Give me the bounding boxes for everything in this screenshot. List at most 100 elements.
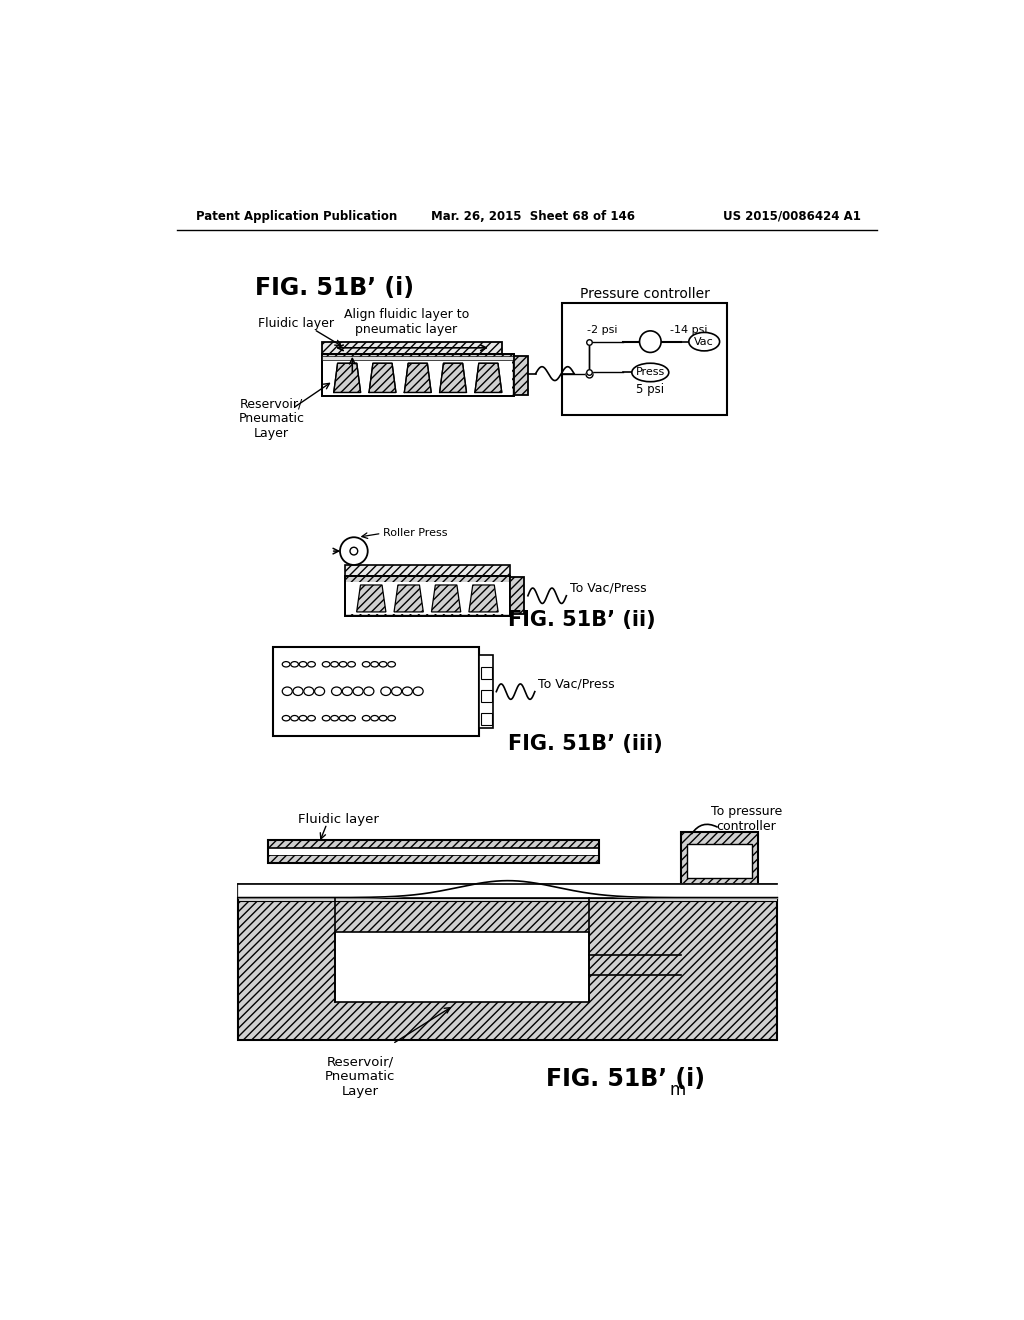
Bar (345, 576, 510, 615)
Ellipse shape (332, 686, 342, 696)
Text: FIG. 51B’ (iii): FIG. 51B’ (iii) (508, 734, 663, 754)
Text: Reservoir/
Pneumatic
Layer: Reservoir/ Pneumatic Layer (239, 397, 304, 440)
Polygon shape (334, 363, 360, 392)
Ellipse shape (323, 715, 330, 721)
Polygon shape (356, 585, 386, 612)
Ellipse shape (348, 715, 355, 721)
Ellipse shape (381, 686, 391, 696)
Bar (345, 576, 510, 615)
Ellipse shape (342, 686, 352, 696)
Ellipse shape (388, 715, 395, 721)
Ellipse shape (339, 661, 347, 667)
Text: 5 psi: 5 psi (636, 383, 665, 396)
Text: Press: Press (636, 367, 665, 378)
Ellipse shape (689, 333, 720, 351)
Bar (481, 689, 492, 702)
Text: Pressure controller: Pressure controller (580, 286, 710, 301)
Bar (514, 355, 528, 395)
Polygon shape (404, 363, 431, 392)
Bar (323, 360, 512, 395)
Bar (239, 898, 777, 900)
Polygon shape (439, 363, 467, 392)
Ellipse shape (291, 715, 298, 721)
Ellipse shape (402, 686, 413, 696)
Polygon shape (439, 363, 467, 392)
Ellipse shape (283, 686, 292, 696)
Polygon shape (469, 585, 498, 612)
Bar (267, 847, 599, 855)
Polygon shape (475, 363, 502, 392)
Bar (687, 843, 752, 878)
Text: Patent Application Publication: Patent Application Publication (196, 210, 397, 223)
Ellipse shape (348, 661, 355, 667)
Text: To pressure
controller: To pressure controller (711, 805, 782, 833)
Ellipse shape (353, 686, 364, 696)
Polygon shape (475, 363, 502, 392)
Text: Vac: Vac (694, 337, 714, 347)
Bar (481, 667, 492, 678)
Text: Roller Press: Roller Press (383, 528, 447, 537)
Text: Fluidic layer: Fluidic layer (258, 317, 334, 330)
Ellipse shape (364, 686, 374, 696)
Ellipse shape (314, 686, 325, 696)
Bar (239, 884, 777, 898)
Ellipse shape (388, 661, 395, 667)
Polygon shape (404, 363, 431, 392)
Text: To Vac/Press: To Vac/Press (538, 677, 614, 690)
Bar (273, 647, 479, 737)
Bar (322, 354, 514, 396)
Bar (322, 342, 503, 354)
Ellipse shape (371, 661, 379, 667)
Bar (267, 840, 599, 863)
Bar (681, 832, 758, 952)
Text: Mar. 26, 2015  Sheet 68 of 146: Mar. 26, 2015 Sheet 68 of 146 (431, 210, 635, 223)
Ellipse shape (362, 715, 370, 721)
Ellipse shape (379, 661, 387, 667)
Bar (562, 304, 727, 414)
Polygon shape (431, 585, 461, 612)
Ellipse shape (632, 363, 669, 381)
Circle shape (350, 548, 357, 554)
Ellipse shape (291, 661, 298, 667)
Bar (267, 855, 599, 863)
Circle shape (640, 331, 662, 352)
Ellipse shape (283, 661, 290, 667)
Text: To Vac/Press: To Vac/Press (570, 582, 647, 594)
Polygon shape (369, 363, 396, 392)
Bar (335, 932, 589, 1002)
Circle shape (340, 537, 368, 565)
Ellipse shape (391, 686, 401, 696)
Text: FIG. 51B’ (ii): FIG. 51B’ (ii) (508, 610, 655, 631)
Text: Reservoir/
Pneumatic
Layer: Reservoir/ Pneumatic Layer (325, 1056, 395, 1098)
Bar (322, 355, 514, 360)
Ellipse shape (323, 661, 330, 667)
Polygon shape (394, 585, 423, 612)
Text: FIG. 51B’ (i): FIG. 51B’ (i) (255, 276, 415, 300)
Ellipse shape (293, 686, 303, 696)
Ellipse shape (371, 715, 379, 721)
Polygon shape (369, 363, 396, 392)
Bar (481, 713, 492, 725)
Bar (510, 577, 524, 614)
Polygon shape (334, 363, 360, 392)
Text: Align fluidic layer to
pneumatic layer: Align fluidic layer to pneumatic layer (344, 308, 469, 335)
Ellipse shape (331, 661, 339, 667)
Ellipse shape (299, 715, 307, 721)
Bar (346, 582, 509, 614)
Text: -2 psi: -2 psi (587, 325, 617, 335)
Text: m: m (670, 1081, 686, 1100)
Text: US 2015/0086424 A1: US 2015/0086424 A1 (724, 210, 861, 223)
Text: -14 psi: -14 psi (670, 325, 708, 335)
Ellipse shape (307, 715, 315, 721)
Ellipse shape (283, 715, 290, 721)
Ellipse shape (299, 661, 307, 667)
Ellipse shape (331, 715, 339, 721)
Ellipse shape (304, 686, 313, 696)
Ellipse shape (339, 715, 347, 721)
Bar (239, 898, 777, 1040)
Ellipse shape (379, 715, 387, 721)
Ellipse shape (307, 661, 315, 667)
Bar (479, 655, 494, 729)
Bar (322, 354, 514, 396)
Bar (267, 840, 599, 847)
